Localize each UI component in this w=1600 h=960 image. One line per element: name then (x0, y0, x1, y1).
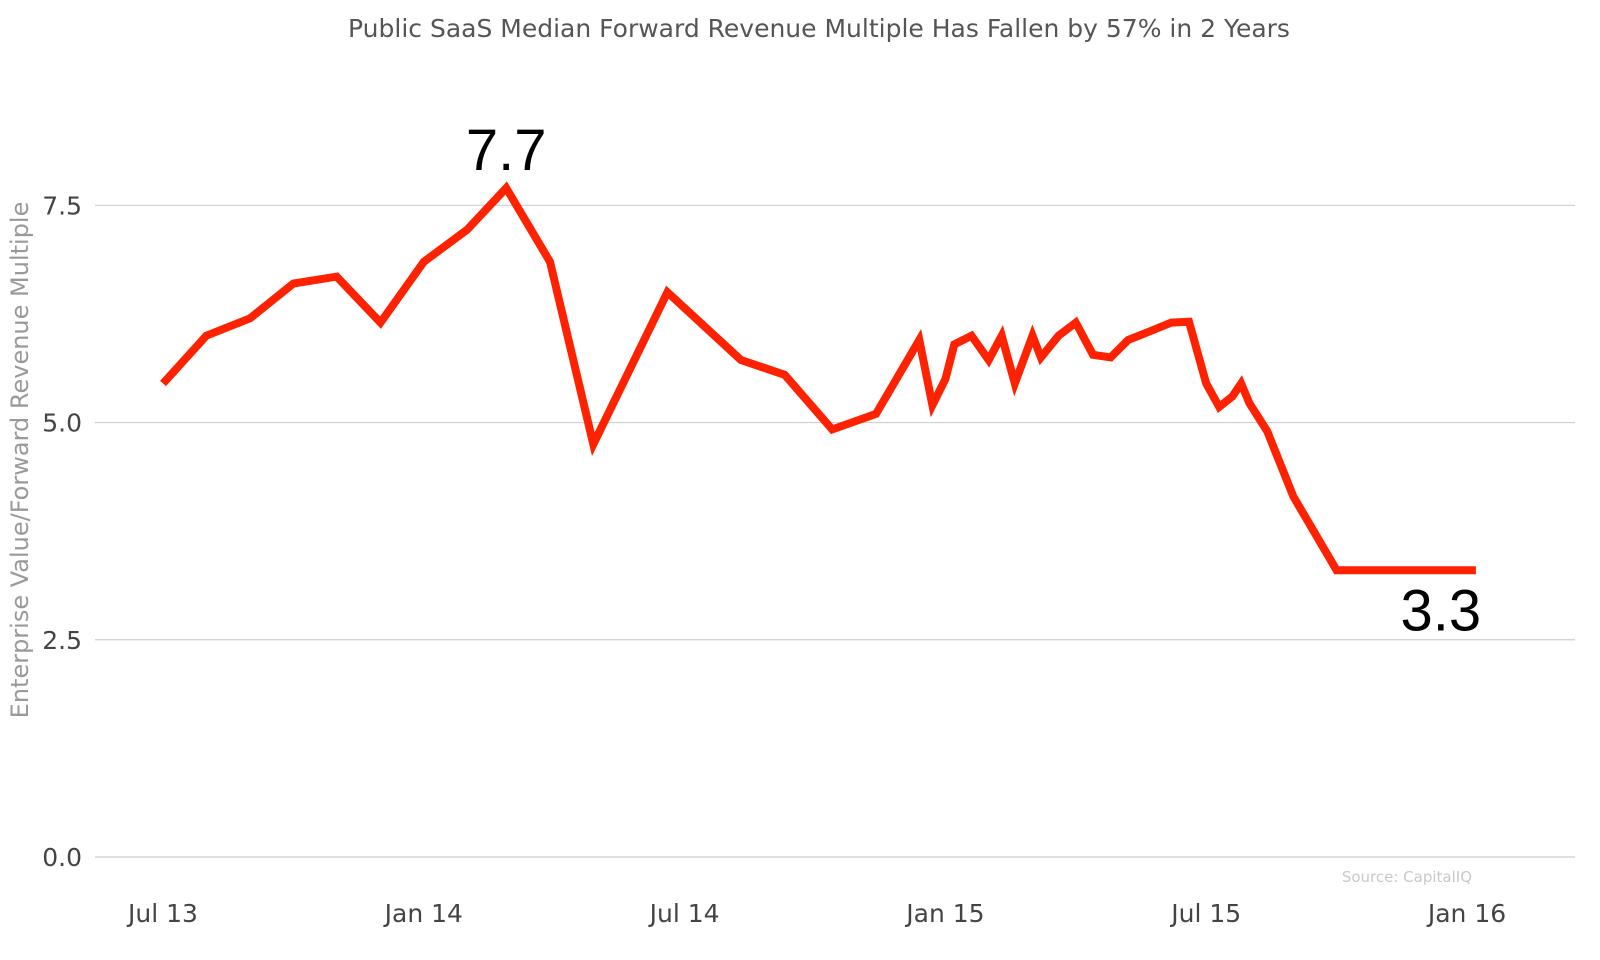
y-tick-label: 0.0 (42, 843, 82, 872)
series-lines (160, 181, 1476, 575)
gridlines (95, 204, 1575, 858)
x-tick-label: Jul 14 (648, 899, 720, 928)
data-annotations: 7.7 3.3 (466, 118, 1481, 643)
x-tick-label: Jul 15 (1169, 899, 1241, 928)
y-axis-label: Enterprise Value/Forward Revenue Multipl… (6, 202, 34, 719)
chart-title: Public SaaS Median Forward Revenue Multi… (348, 14, 1290, 43)
y-tick-label: 5.0 (42, 409, 82, 438)
annotation-label: 7.7 (466, 118, 547, 183)
x-tick-label: Jan 14 (383, 899, 463, 928)
x-tick-label: Jan 15 (904, 899, 984, 928)
x-axis-ticks: Jul 13 Jan 14 Jul 14 Jan 15 Jul 15 Jan 16 (126, 899, 1506, 928)
x-tick-label: Jul 13 (126, 899, 198, 928)
series-line-0 (160, 181, 1476, 575)
x-tick-label: Jan 16 (1426, 899, 1506, 928)
y-axis-ticks: 0.0 2.5 5.0 7.5 (42, 191, 82, 872)
source-note: Source: CapitalIQ (1342, 868, 1472, 886)
annotation-label: 3.3 (1401, 578, 1482, 643)
y-tick-label: 7.5 (42, 191, 82, 220)
y-tick-label: 2.5 (42, 626, 82, 655)
